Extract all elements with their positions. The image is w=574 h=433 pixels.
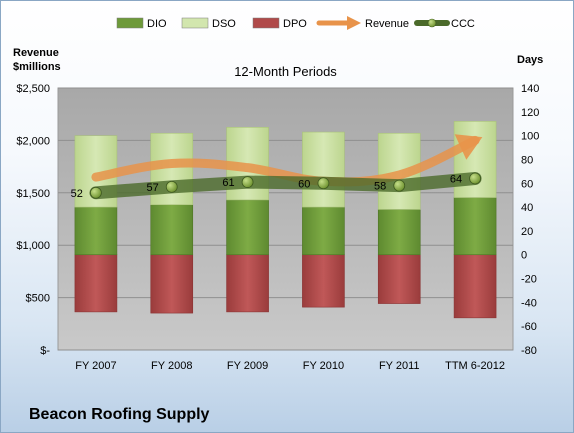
right-tick-label: 140 <box>521 83 539 95</box>
text-labels: 52 57 61 60 58 64 $- $500 $1,000 $1,500 $2,000 $2,5… <box>13 47 543 372</box>
legend-swatch <box>116 17 144 29</box>
left-tick-label: $2,000 <box>16 135 50 147</box>
dpo-bar <box>302 254 345 308</box>
left-axis-title: $millions <box>13 61 61 73</box>
right-tick-label: 60 <box>521 178 533 190</box>
legend-label: Revenue <box>365 18 409 30</box>
legend-swatch <box>252 17 280 29</box>
ccc-data-label: 61 <box>222 177 234 189</box>
legend-swatch <box>181 17 209 29</box>
x-tick-label: FY 2008 <box>151 360 192 372</box>
legend-swatch <box>427 18 437 28</box>
x-tick-label: FY 2007 <box>75 360 116 372</box>
ccc-marker <box>90 186 102 199</box>
x-tick-label: FY 2009 <box>227 360 268 372</box>
right-tick-label: -40 <box>521 297 537 309</box>
dio-bar <box>74 206 118 256</box>
legend-label: DIO <box>147 18 167 30</box>
dio-bar <box>453 197 497 256</box>
dio-bar <box>150 204 194 256</box>
ccc-data-label: 60 <box>298 178 310 190</box>
ccc-marker <box>165 180 178 193</box>
revenue-line <box>91 135 480 187</box>
company-name: Beacon Roofing Supply <box>29 406 210 423</box>
left-tick-label: $1,000 <box>16 240 50 252</box>
legend: DIO DSO DPO Revenue CCC <box>116 16 475 30</box>
dpo-bar <box>150 254 194 314</box>
right-tick-label: -20 <box>521 274 537 286</box>
right-tick-label: 80 <box>521 154 533 166</box>
ccc-data-label: 57 <box>147 182 159 194</box>
left-tick-label: $2,500 <box>16 83 50 95</box>
left-axis-title: Revenue <box>13 47 59 59</box>
right-tick-label: 100 <box>521 131 539 143</box>
chart-subtitle: 12-Month Periods <box>234 64 337 79</box>
dio-bar <box>226 199 269 256</box>
legend-label: DPO <box>283 18 307 30</box>
dpo-bar <box>377 254 421 304</box>
ccc-data-label: 58 <box>374 181 386 193</box>
ccc-marker <box>317 177 330 190</box>
lines <box>89 134 483 200</box>
x-tick-label: TTM 6-2012 <box>445 360 505 372</box>
dso-bar <box>302 131 345 208</box>
dpo-bar <box>453 254 497 319</box>
x-tick-label: FY 2010 <box>303 360 344 372</box>
dpo-bar <box>226 254 269 313</box>
ccc-line <box>89 172 482 200</box>
right-tick-label: 20 <box>521 226 533 238</box>
ccc-marker <box>469 172 481 185</box>
ccc-data-label: 64 <box>450 174 462 186</box>
dio-bar <box>377 209 421 256</box>
legend-label: CCC <box>451 18 475 30</box>
dio-bar <box>302 206 345 256</box>
legend-label: DSO <box>212 18 236 30</box>
x-tick-label: FY 2011 <box>379 360 420 372</box>
ccc-marker <box>393 179 406 192</box>
right-tick-label: 0 <box>521 250 527 262</box>
right-tick-label: 120 <box>521 107 539 119</box>
dpo-bar <box>74 254 118 313</box>
left-tick-label: $- <box>40 345 50 357</box>
right-tick-label: -60 <box>521 321 537 333</box>
right-tick-label: 40 <box>521 202 533 214</box>
revenue-arrowhead <box>454 134 483 160</box>
ccc-data-label: 52 <box>71 188 83 200</box>
left-tick-label: $1,500 <box>16 188 50 200</box>
left-tick-label: $500 <box>26 293 50 305</box>
plot-area <box>57 87 514 351</box>
ccc-marker <box>241 176 254 188</box>
right-tick-label: -80 <box>521 345 537 357</box>
legend-swatch <box>347 16 361 30</box>
right-axis-title: Days <box>517 54 543 66</box>
